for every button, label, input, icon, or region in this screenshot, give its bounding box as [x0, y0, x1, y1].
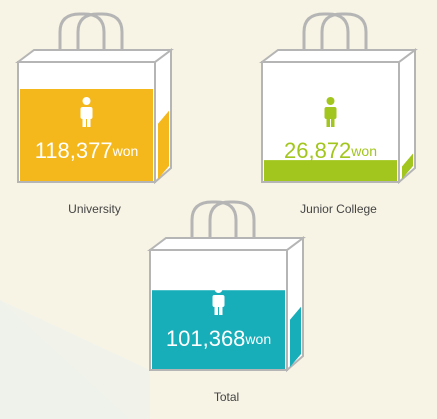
value-label: 118,377won: [35, 138, 139, 163]
value-number: 101,368: [166, 326, 246, 351]
bag-top: [147, 237, 306, 251]
bag-fill: [264, 160, 397, 181]
person-icon: [214, 285, 223, 293]
person-icon: [80, 107, 93, 119]
bag-handle: [58, 12, 106, 62]
value-number: 26,872: [284, 138, 351, 163]
bag-handle: [190, 200, 238, 250]
person-icon: [82, 97, 91, 105]
person-icon: [212, 295, 225, 307]
value-label: 101,368won: [166, 326, 271, 351]
value-unit: won: [350, 143, 377, 159]
bag-top: [259, 49, 418, 63]
bag-handle: [76, 12, 124, 62]
category-label: University: [68, 202, 121, 216]
person-icon: [87, 118, 91, 127]
value-unit: won: [112, 143, 139, 159]
bag-top: [15, 49, 174, 63]
bag-handle: [302, 12, 350, 62]
category-label: Junior College: [300, 202, 377, 216]
value-unit: won: [244, 331, 271, 347]
bag-side-fill: [158, 110, 169, 179]
person-icon: [331, 118, 335, 127]
bag-handle: [208, 200, 256, 250]
value-label: 26,872won: [284, 138, 377, 163]
bag-side-fill: [402, 153, 413, 179]
person-icon: [326, 97, 335, 105]
bag-handle: [320, 12, 368, 62]
person-icon: [324, 107, 337, 119]
person-icon: [219, 306, 223, 315]
background-shape: [0, 300, 150, 419]
person-icon: [214, 306, 218, 315]
bag-side-fill: [290, 306, 301, 367]
category-label: Total: [214, 390, 239, 404]
person-icon: [326, 118, 330, 127]
value-number: 118,377: [35, 138, 113, 163]
person-icon: [82, 118, 86, 127]
